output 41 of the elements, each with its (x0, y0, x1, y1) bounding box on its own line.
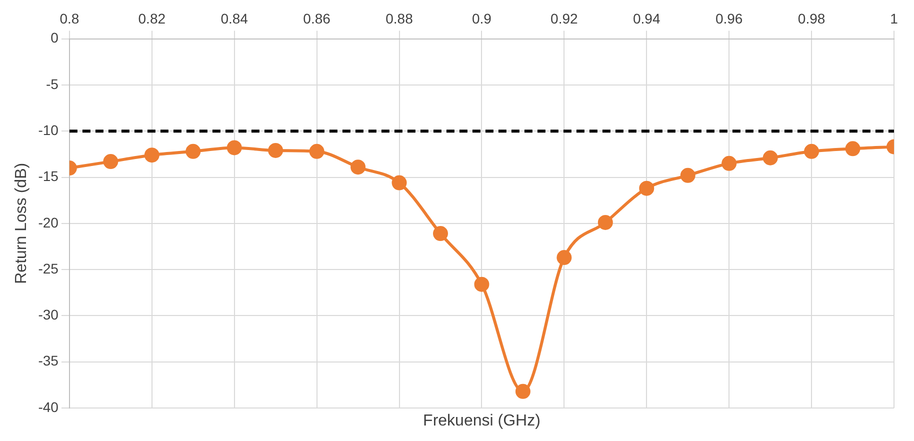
x-tick-label: 1 (890, 10, 898, 26)
y-tick-label: -25 (38, 260, 59, 276)
y-axis-title: Return Loss (dB) (13, 162, 30, 284)
y-tick-label: 0 (50, 30, 59, 46)
point (474, 276, 490, 292)
point (515, 384, 530, 399)
x-tick-label: 0.86 (303, 10, 331, 26)
x-tick-label: 0.84 (220, 10, 248, 26)
point (309, 144, 324, 159)
x-tick-label: 0.94 (633, 10, 660, 26)
y-tick-label: -10 (38, 122, 59, 138)
point (598, 214, 613, 230)
y-tick-label: -15 (38, 168, 59, 184)
x-tick-label: 0.88 (386, 10, 414, 26)
x-axis-title: Frekuensi (GHz) (423, 412, 540, 430)
point (144, 148, 160, 163)
y-tick-label: -35 (38, 352, 59, 369)
point (350, 160, 366, 175)
y-tick-label: -20 (38, 214, 59, 230)
x-tick-label: 0.92 (550, 10, 578, 26)
point (103, 154, 118, 170)
x-tick-label: 0.8 (60, 10, 80, 26)
point (762, 150, 778, 166)
point (804, 144, 820, 159)
point (186, 144, 201, 159)
point (680, 168, 696, 183)
x-tick-label: 0.98 (798, 10, 826, 26)
point (556, 250, 572, 266)
point (268, 142, 284, 158)
y-tick-label: -30 (38, 306, 59, 323)
point (639, 180, 654, 196)
x-tick-label: 0.96 (715, 10, 743, 26)
point (845, 141, 860, 156)
point (392, 175, 407, 190)
point (432, 226, 448, 242)
y-tick-label: -5 (46, 76, 59, 92)
y-tick-label: -40 (38, 398, 59, 415)
point (722, 156, 737, 171)
point (226, 140, 242, 156)
x-tick-label: 0.9 (472, 10, 492, 26)
x-tick-label: 0.82 (138, 10, 166, 26)
